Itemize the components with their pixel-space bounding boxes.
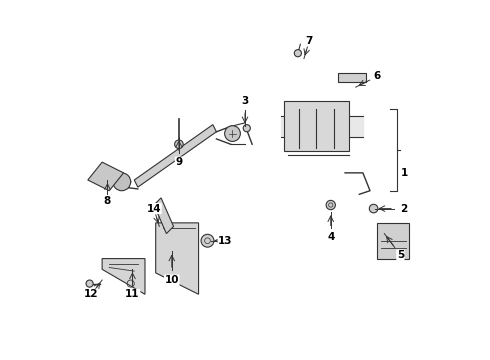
Circle shape xyxy=(224,126,241,141)
Circle shape xyxy=(174,140,183,149)
Text: 13: 13 xyxy=(218,236,233,246)
Circle shape xyxy=(113,173,131,191)
Text: 1: 1 xyxy=(400,168,408,178)
Text: 4: 4 xyxy=(327,232,334,242)
Text: 9: 9 xyxy=(175,157,182,167)
Circle shape xyxy=(201,234,214,247)
Text: 12: 12 xyxy=(84,289,98,299)
Polygon shape xyxy=(88,162,123,191)
Text: 14: 14 xyxy=(147,203,161,213)
Text: 8: 8 xyxy=(104,197,111,206)
Circle shape xyxy=(294,50,301,57)
Polygon shape xyxy=(284,102,348,152)
Circle shape xyxy=(326,201,335,210)
Polygon shape xyxy=(134,125,217,187)
Polygon shape xyxy=(154,198,173,234)
Text: 2: 2 xyxy=(400,203,408,213)
Polygon shape xyxy=(102,258,145,294)
Polygon shape xyxy=(156,223,198,294)
Polygon shape xyxy=(338,73,367,82)
Text: 10: 10 xyxy=(165,275,179,285)
Polygon shape xyxy=(377,223,409,258)
Text: 6: 6 xyxy=(373,71,381,81)
Text: 5: 5 xyxy=(397,250,404,260)
Text: 3: 3 xyxy=(242,96,248,107)
Text: 7: 7 xyxy=(306,36,313,46)
Circle shape xyxy=(369,204,378,213)
Circle shape xyxy=(243,125,250,132)
Text: 11: 11 xyxy=(125,289,140,299)
Circle shape xyxy=(86,280,93,287)
